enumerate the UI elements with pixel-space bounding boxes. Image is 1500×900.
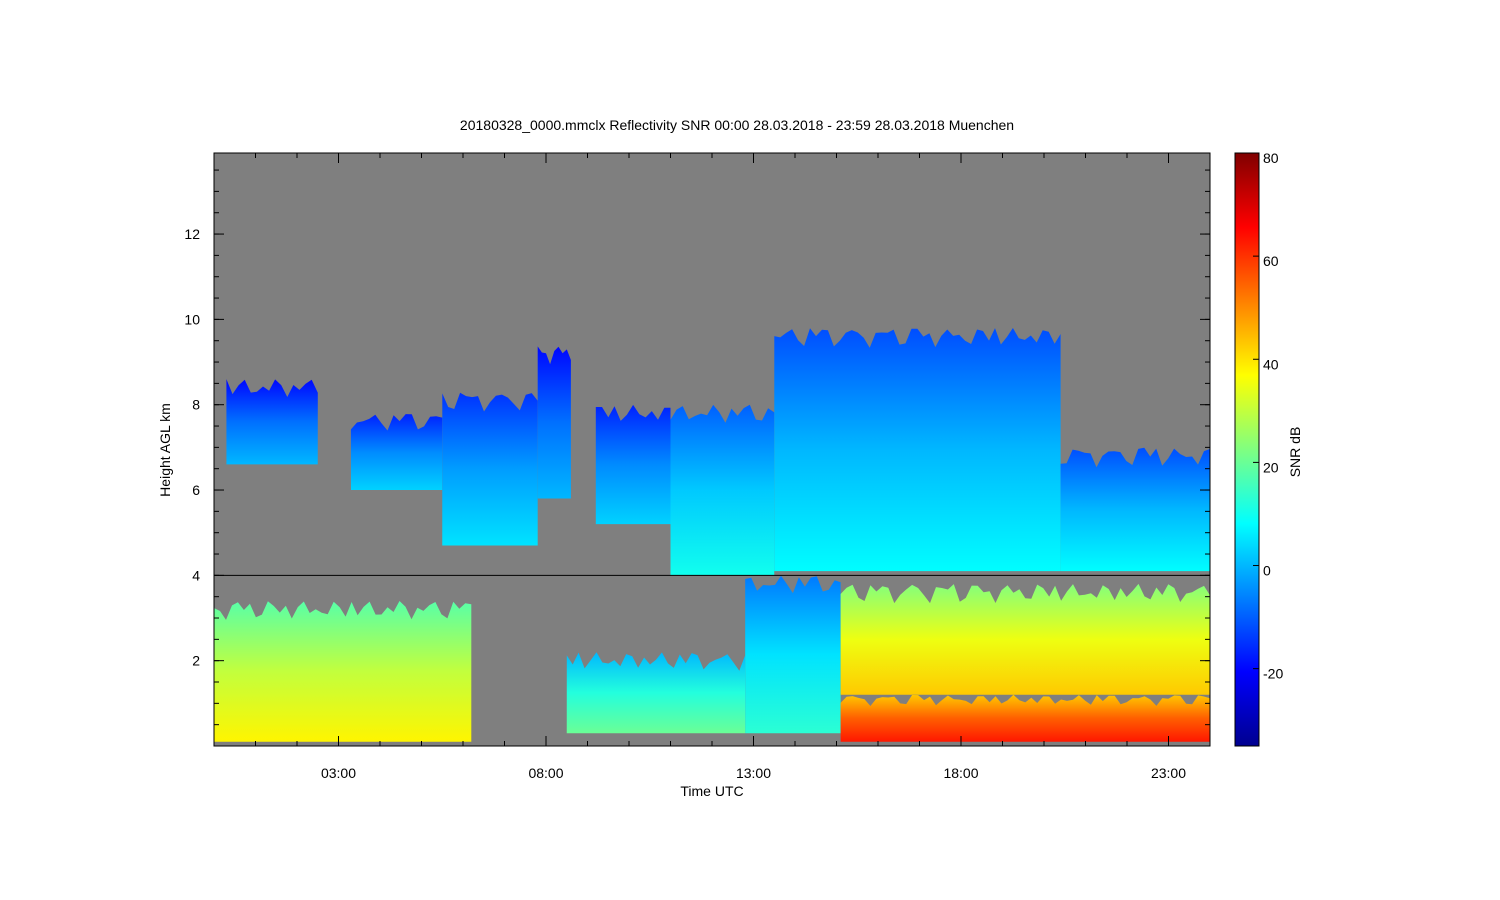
y-tick-label: 8 xyxy=(192,397,200,413)
region-night-low xyxy=(214,601,472,742)
y-tick-label: 12 xyxy=(184,226,200,242)
colorbar-tick-label: 60 xyxy=(1263,253,1279,269)
x-tick-label: 18:00 xyxy=(943,765,978,781)
region-morning-low xyxy=(566,652,746,734)
plot-area: 03:00 08:00 13:00 18:00 23:00 2 4 6 8 10 12 xyxy=(184,152,1211,781)
x-axis-label: Time UTC xyxy=(680,783,743,799)
colorbar-tick-label: 20 xyxy=(1263,459,1279,475)
chart-title: 20180328_0000.mmclx Reflectivity SNR 00:… xyxy=(460,117,1014,133)
x-tick-label: 23:00 xyxy=(1151,765,1186,781)
x-tick-label: 13:00 xyxy=(736,765,771,781)
colorbar-label: SNR dB xyxy=(1287,427,1303,478)
region-cirrus-1 xyxy=(350,414,443,491)
x-tick-label: 03:00 xyxy=(321,765,356,781)
y-tick-label: 2 xyxy=(192,653,200,669)
y-tick-label: 4 xyxy=(192,567,200,583)
colorbar-tick-label: 0 xyxy=(1263,563,1271,579)
colorbar-tick-label: 80 xyxy=(1263,150,1279,166)
colorbar: -20 0 20 40 60 80 xyxy=(1234,150,1283,747)
region-cirrus-5 xyxy=(670,404,775,576)
region-precip-base xyxy=(840,694,1210,742)
x-tick-label: 08:00 xyxy=(528,765,563,781)
region-precip-low xyxy=(840,583,1210,695)
region-cirrus-early xyxy=(226,379,318,465)
y-axis-label: Height AGL km xyxy=(157,403,173,497)
colorbar-tick-label: 40 xyxy=(1263,356,1279,372)
region-deep-upper xyxy=(774,328,1061,572)
region-deep-tail xyxy=(1060,447,1210,572)
region-cirrus-2 xyxy=(442,392,538,546)
region-fall-streak xyxy=(745,575,841,734)
y-tick-label: 10 xyxy=(184,311,200,327)
colorbar-tick-label: -20 xyxy=(1263,666,1283,682)
region-cirrus-4 xyxy=(595,404,671,525)
y-tick-label: 6 xyxy=(192,482,200,498)
colorbar-bar xyxy=(1234,152,1260,747)
plot-inner xyxy=(214,328,1210,742)
region-cirrus-3 xyxy=(537,346,571,499)
